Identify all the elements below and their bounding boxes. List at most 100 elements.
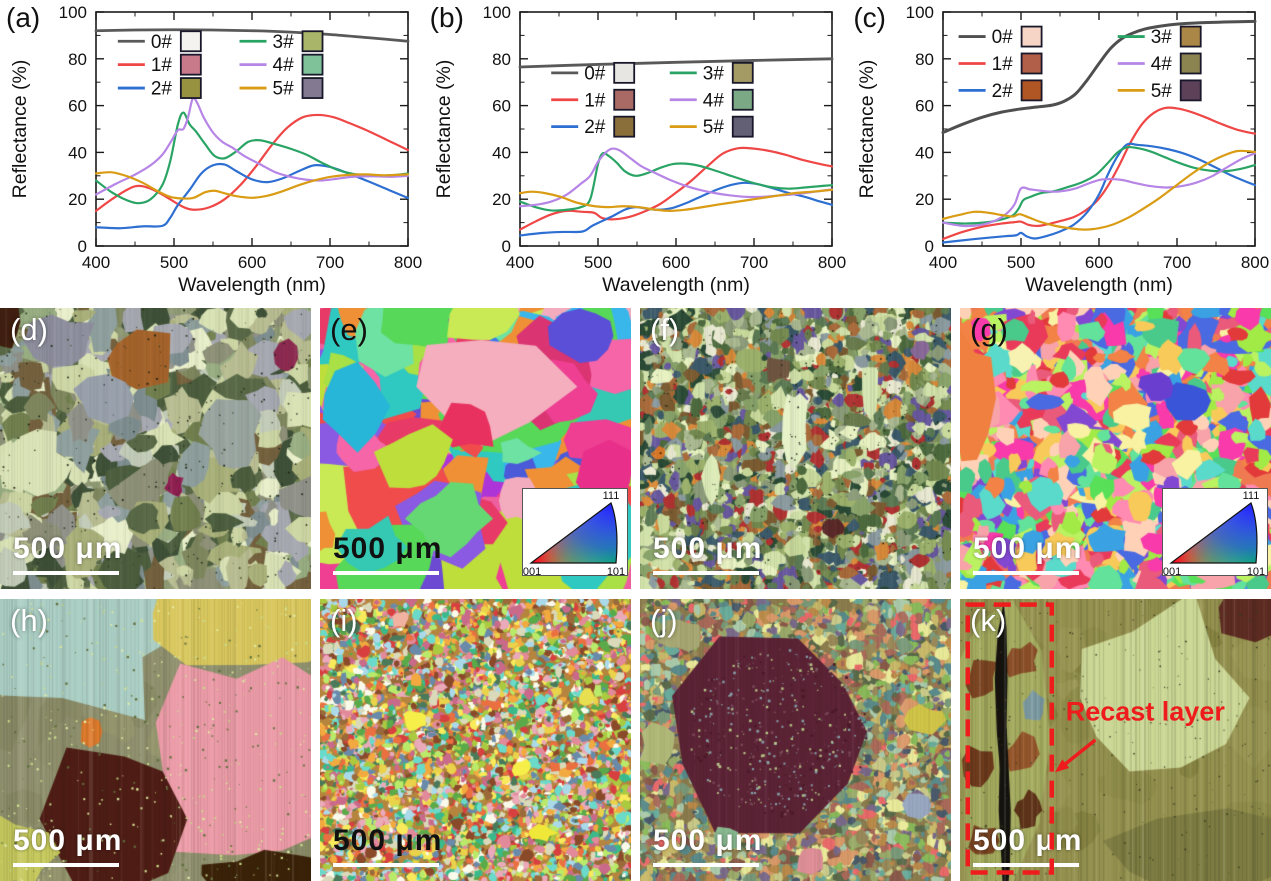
- micrograph-g: (g) 500 μm: [960, 308, 1271, 589]
- micrograph-i: (i) 500 μm: [320, 599, 631, 881]
- plot-border: [942, 11, 1257, 247]
- series-line-0#: [94, 28, 410, 43]
- series-line-3#: [94, 111, 410, 205]
- panel-letter-e: (e): [330, 312, 368, 347]
- chart-panel-b: (b) 400 500 600 700 800 0 20 40 60 80 100 Wavelengt…: [424, 0, 848, 300]
- y-tick-label: 60: [68, 97, 87, 116]
- legend-color-swatch: [1021, 79, 1043, 102]
- scale-bar-line: [973, 863, 1079, 867]
- legend-color-swatch: [301, 53, 324, 76]
- y-tick-label: 100: [906, 3, 934, 22]
- series-line-4#: [94, 96, 410, 196]
- x-tick-label: 600: [238, 253, 266, 272]
- scale-bar-text: 500 μm: [653, 532, 763, 565]
- legend-label: 3#: [1151, 27, 1173, 48]
- x-axis-label: Wavelength (nm): [178, 274, 326, 296]
- series-line-0#: [941, 19, 1257, 135]
- scale-bar-line: [13, 863, 119, 867]
- panel-letter-f: (f): [650, 312, 680, 347]
- panel-letter-h: (h): [10, 603, 48, 638]
- x-tick-label: 700: [316, 253, 344, 272]
- scale-bar-text: 500 μm: [333, 824, 443, 857]
- series-line-0#: [518, 57, 834, 69]
- y-axis-label: Reflectance (%): [9, 60, 31, 199]
- y-tick-label: 100: [59, 3, 87, 22]
- x-tick-label: 800: [817, 253, 845, 272]
- panel-letter-k: (k): [970, 603, 1007, 638]
- legend-color-swatch: [301, 77, 324, 99]
- x-axis-label: Wavelength (nm): [1025, 274, 1173, 296]
- scale-bar-line: [333, 571, 439, 575]
- panel-letter-i: (i): [330, 603, 358, 638]
- legend-label: 2#: [151, 79, 173, 100]
- legend-label: 0#: [992, 27, 1014, 48]
- panel-letter-b: (b): [429, 2, 464, 33]
- micrograph-f: (f) 500 μm: [640, 308, 951, 589]
- y-tick-label: 40: [915, 143, 934, 162]
- micrograph-e: (e) 500 μm: [320, 308, 631, 589]
- scale-bar-line: [653, 863, 759, 867]
- legend-label: 3#: [702, 63, 724, 84]
- legend-color-swatch: [179, 77, 202, 99]
- scale-bar-line: [973, 571, 1079, 575]
- scale-bar: 500 μm: [13, 534, 122, 575]
- legend-color-swatch: [731, 88, 754, 111]
- scale-bar: 500 μm: [13, 826, 122, 867]
- scale-bar: 500 μm: [653, 826, 762, 867]
- series-line-3#: [942, 145, 1257, 225]
- y-tick-label: 80: [915, 50, 934, 69]
- chart-panel-c: (c) 400 500 600 700 800 0 20 40 60 80 100 Wavelengt…: [847, 0, 1271, 300]
- series-line-5#: [94, 171, 410, 200]
- legend-color-swatch: [1180, 52, 1202, 75]
- chart-svg: 400 500 600 700 800 0 20 40 60 80 100 Wavelength (n…: [856, 3, 1269, 296]
- series-line-5#: [942, 149, 1257, 231]
- scale-bar-text: 500 μm: [653, 824, 763, 857]
- legend-color-swatch: [612, 88, 635, 111]
- x-tick-label: 700: [1163, 253, 1191, 272]
- legend-label: 4#: [273, 55, 295, 76]
- legend-color-swatch: [179, 53, 202, 76]
- y-tick-label: 40: [68, 143, 87, 162]
- y-tick-label: 80: [68, 50, 87, 69]
- legend-label: 4#: [1151, 54, 1173, 75]
- x-tick-label: 500: [1007, 253, 1035, 272]
- x-tick-label: 400: [929, 253, 957, 272]
- scale-bar-line: [333, 863, 439, 867]
- panel-letter-a: (a): [6, 2, 41, 33]
- micrograph-h: (h) 500 μm: [0, 599, 311, 881]
- legend-label: 2#: [584, 117, 606, 138]
- series-line-1#: [518, 146, 833, 231]
- scale-bar-line: [653, 571, 759, 575]
- y-tick-label: 0: [501, 237, 510, 256]
- y-tick-label: 100: [482, 3, 510, 22]
- y-tick-label: 0: [925, 237, 934, 256]
- legend-label: 0#: [151, 32, 173, 53]
- y-tick-label: 60: [492, 97, 511, 116]
- chart-panel-a: (a) 400 500 600 700 800 0 20 40 60 80 100 Wavelengt…: [0, 0, 424, 300]
- legend-label: 2#: [992, 81, 1014, 102]
- x-tick-label: 800: [394, 253, 422, 272]
- series-line-2#: [942, 142, 1257, 244]
- series-line-3#: [518, 151, 833, 212]
- panel-letter-c: (c): [853, 2, 886, 33]
- legend-color-swatch: [612, 115, 635, 138]
- reflectance-chart-c: 400 500 600 700 800 0 20 40 60 80 100 Wavelength (n…: [847, 0, 1271, 300]
- y-axis-label: Reflectance (%): [433, 60, 455, 199]
- scale-bar-text: 500 μm: [973, 824, 1083, 857]
- series-line-2#: [518, 181, 833, 237]
- reflectance-chart-a: 400 500 600 700 800 0 20 40 60 80 100 Wavelength (n…: [0, 0, 424, 300]
- micrograph-j-image: [640, 599, 951, 881]
- panel-letter-d: (d): [10, 312, 48, 347]
- scale-bar-line: [13, 571, 119, 575]
- x-tick-label: 600: [661, 253, 689, 272]
- series-line-4#: [518, 147, 833, 208]
- panel-letter-j: (j): [650, 603, 678, 638]
- legend-label: 5#: [1151, 81, 1173, 102]
- legend-color-swatch: [301, 30, 324, 53]
- y-axis-label: Reflectance (%): [856, 60, 878, 199]
- legend-color-swatch: [731, 61, 754, 84]
- y-tick-label: 80: [492, 50, 511, 69]
- legend-label: 1#: [992, 54, 1014, 75]
- y-tick-label: 20: [915, 190, 934, 209]
- micrograph-i-image: [320, 599, 631, 881]
